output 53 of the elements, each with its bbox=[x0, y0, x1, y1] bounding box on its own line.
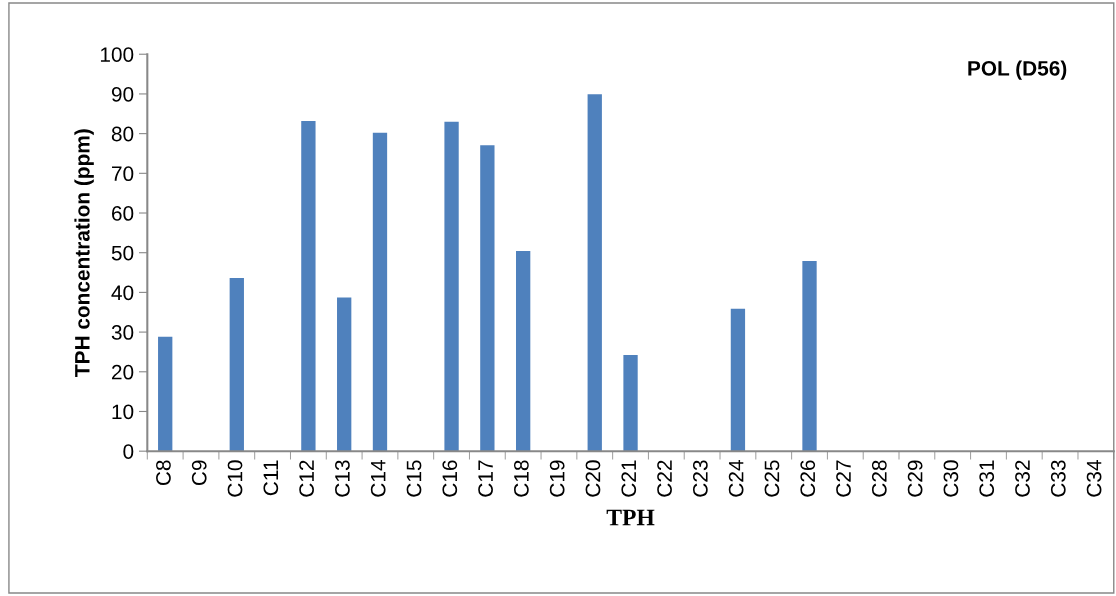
x-tick-label: C29 bbox=[907, 460, 923, 497]
y-tick-label: 80 bbox=[111, 126, 134, 142]
x-tick-label: C12 bbox=[299, 460, 314, 497]
x-tick-label: C21 bbox=[621, 460, 637, 497]
x-tick-label: C14 bbox=[370, 460, 386, 497]
x-axis-title: TPH bbox=[606, 509, 655, 526]
x-tick-label: C18 bbox=[514, 460, 529, 497]
x-tick-label: C31 bbox=[979, 460, 995, 497]
y-tick-label: 40 bbox=[111, 285, 134, 301]
y-tick-label: 60 bbox=[112, 206, 134, 221]
y-tick-label: 100 bbox=[100, 47, 134, 62]
y-tick-label: 90 bbox=[111, 86, 134, 102]
x-tick-label: C19 bbox=[549, 460, 565, 497]
x-tick-label: C22 bbox=[657, 460, 672, 497]
bar bbox=[802, 261, 817, 452]
bar bbox=[301, 120, 316, 452]
x-tick-label: C28 bbox=[871, 460, 887, 497]
bar bbox=[516, 251, 531, 452]
x-tick-label: C9 bbox=[191, 460, 207, 486]
y-tick-label: 30 bbox=[111, 325, 134, 340]
x-tick-label: C11 bbox=[263, 460, 279, 496]
y-tick-label: 10 bbox=[112, 404, 134, 420]
bar bbox=[158, 336, 173, 452]
x-tick-label: C27 bbox=[836, 460, 851, 497]
bar bbox=[587, 94, 602, 452]
x-tick-label: C32 bbox=[1015, 460, 1030, 497]
y-tick-label: 70 bbox=[112, 166, 134, 182]
x-tick-label: C25 bbox=[764, 460, 780, 497]
bar bbox=[372, 132, 388, 452]
bar bbox=[623, 355, 638, 452]
y-tick-label: 50 bbox=[111, 245, 134, 261]
chart-title: POL (D56) bbox=[968, 60, 1067, 80]
x-tick-label: C10 bbox=[227, 460, 243, 497]
bar bbox=[229, 278, 244, 452]
y-tick-label: 20 bbox=[112, 364, 134, 380]
x-tick-label: C33 bbox=[1050, 460, 1066, 497]
bar bbox=[444, 121, 459, 452]
x-tick-label: C26 bbox=[800, 460, 816, 497]
x-tick-label: C17 bbox=[478, 460, 493, 497]
x-tick-label: C16 bbox=[442, 460, 458, 497]
x-tick-label: C30 bbox=[943, 460, 959, 497]
bar bbox=[337, 297, 352, 452]
bar bbox=[730, 308, 746, 452]
x-tick-label: C15 bbox=[406, 460, 422, 497]
x-tick-label: C34 bbox=[1086, 460, 1102, 497]
x-tick-label: C8 bbox=[156, 460, 171, 486]
bar bbox=[480, 145, 495, 452]
y-axis-title: TPH concentration (ppm) bbox=[74, 129, 94, 377]
x-tick-label: C24 bbox=[728, 460, 744, 497]
y-tick-label: 0 bbox=[123, 444, 134, 459]
x-tick-label: C13 bbox=[335, 460, 350, 497]
x-tick-label: C20 bbox=[585, 460, 601, 497]
x-tick-label: C23 bbox=[692, 460, 708, 497]
